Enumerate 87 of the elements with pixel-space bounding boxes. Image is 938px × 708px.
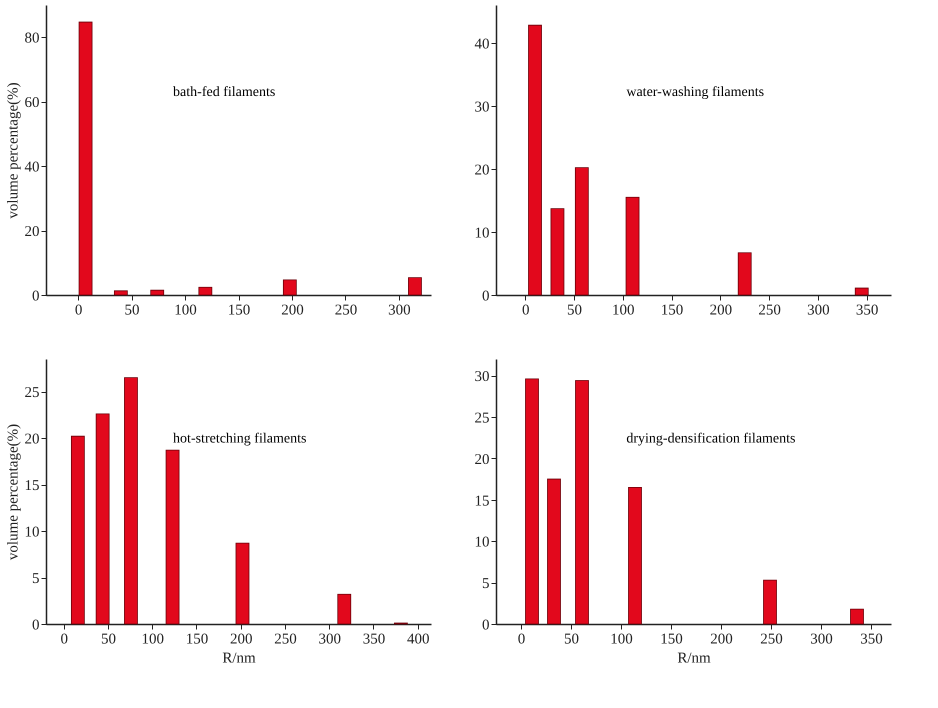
bar — [525, 378, 539, 624]
bar — [150, 290, 164, 296]
x-tick-label: 250 — [334, 302, 358, 318]
x-tick-label: 0 — [518, 632, 526, 648]
bar — [236, 542, 250, 624]
x-tick-label: 150 — [186, 632, 208, 648]
bar — [854, 288, 869, 296]
bar — [528, 24, 542, 296]
x-tick-label: 250 — [760, 632, 783, 648]
bar — [408, 277, 422, 296]
y-tick-label: 10 — [474, 225, 490, 242]
y-tick-label: 20 — [474, 162, 490, 178]
y-tick-label: 10 — [24, 524, 40, 541]
x-tick-label: 300 — [810, 632, 833, 648]
bar — [628, 486, 642, 624]
bar — [166, 450, 180, 624]
x-tick-label: 200 — [230, 632, 252, 648]
y-axis-title: volume percentage(%) — [6, 82, 22, 219]
bar — [337, 594, 352, 624]
bar — [550, 208, 564, 296]
y-axis-title: volume percentage(%) — [6, 424, 22, 560]
x-tick-label: 0 — [60, 632, 68, 648]
bar — [198, 286, 212, 296]
x-tick-label: 350 — [860, 632, 883, 648]
bar — [282, 279, 297, 296]
x-tick-label: 150 — [660, 302, 684, 318]
y-tick-label: 15 — [24, 478, 40, 494]
x-tick-label: 50 — [124, 302, 140, 318]
annotation: bath-fed filaments — [173, 85, 276, 100]
y-tick-label: 0 — [32, 618, 40, 634]
bar — [124, 377, 138, 624]
y-tick-label: 10 — [474, 534, 490, 551]
x-tick-label: 350 — [362, 632, 386, 648]
x-tick-label: 50 — [567, 302, 582, 318]
x-tick-label: 50 — [100, 632, 116, 648]
x-tick-label: 250 — [274, 632, 297, 648]
y-tick-label: 5 — [482, 576, 490, 592]
y-tick-label: 80 — [24, 30, 40, 47]
y-tick-label: 20 — [474, 452, 490, 468]
x-tick-label: 0 — [522, 302, 530, 318]
annotation: drying-densification filaments — [626, 432, 796, 446]
x-tick-label: 300 — [388, 302, 411, 318]
x-tick-label: 200 — [710, 632, 733, 648]
y-tick-label: 40 — [474, 36, 490, 52]
y-tick-label: 0 — [482, 618, 490, 634]
x-tick-label: 300 — [318, 632, 341, 648]
x-tick-label: 300 — [807, 302, 830, 318]
bar — [547, 478, 561, 624]
y-tick-label: 20 — [24, 432, 40, 448]
y-tick-label: 60 — [24, 95, 40, 112]
x-tick-label: 100 — [141, 632, 164, 648]
x-tick-label: 100 — [612, 302, 635, 318]
annotation: water-washing filaments — [626, 85, 764, 100]
x-tick-label: 0 — [74, 302, 82, 318]
y-tick-label: 20 — [24, 224, 40, 240]
bar — [626, 196, 640, 296]
x-tick-label: 50 — [564, 632, 579, 648]
y-tick-label: 25 — [24, 385, 40, 402]
y-tick-label: 15 — [474, 493, 490, 510]
y-tick-label: 25 — [474, 410, 490, 426]
bar — [78, 22, 92, 296]
y-tick-label: 40 — [24, 160, 40, 176]
x-tick-label: 250 — [758, 302, 781, 318]
bar — [114, 290, 128, 296]
y-tick-label: 30 — [474, 99, 490, 116]
x-tick-label: 100 — [174, 302, 197, 318]
y-tick-label: 30 — [474, 369, 490, 386]
bar — [70, 436, 85, 624]
x-tick-label: 100 — [610, 632, 633, 648]
bar — [574, 167, 589, 296]
x-tick-label: 200 — [710, 302, 732, 318]
bar — [96, 413, 110, 624]
x-tick-label: 350 — [856, 302, 878, 318]
x-tick-label: 400 — [406, 632, 430, 648]
x-tick-label: 150 — [660, 632, 683, 648]
bar — [738, 252, 752, 296]
bar — [575, 380, 589, 624]
annotation: hot-stretching filaments — [173, 432, 306, 446]
x-tick-label: 150 — [228, 302, 250, 318]
y-tick-label: 0 — [482, 288, 490, 304]
y-tick-label: 5 — [32, 571, 40, 588]
bar — [850, 608, 864, 624]
x-axis-title: R/nm — [222, 650, 256, 666]
y-tick-label: 0 — [32, 288, 40, 304]
x-tick-label: 200 — [281, 302, 304, 318]
x-axis-title: R/nm — [677, 650, 711, 666]
bar — [763, 580, 777, 624]
